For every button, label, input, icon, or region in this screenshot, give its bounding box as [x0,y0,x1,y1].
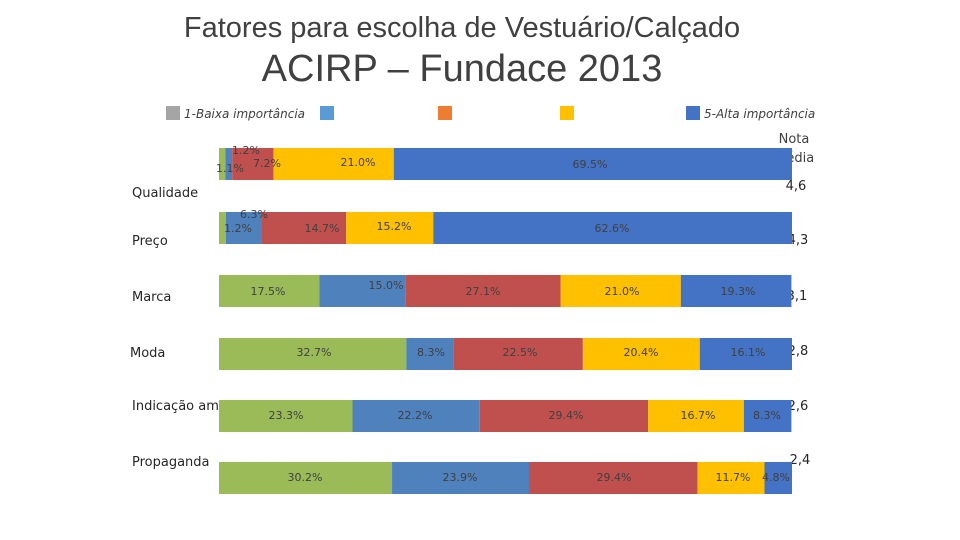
chart-title: Fatores para escolha de Vestuário/Calçad… [183,12,741,44]
category-label: Moda [130,346,165,361]
data-label: 7.2% [253,157,281,170]
data-label: 1.2% [224,222,252,235]
nota-media-value: 2,6 [788,399,809,414]
bar-segment [219,148,226,180]
nota-media-value: 2,8 [788,344,809,359]
category-label: Preço [132,234,168,249]
bar-segment [232,148,274,180]
bar-segment [219,275,320,307]
data-label: 1.2% [232,144,260,157]
bar-segment [219,338,407,370]
data-label: 17.5% [251,285,286,298]
bar-segment [764,462,792,494]
data-label: 19.3% [721,285,756,298]
legend-swatch [166,106,180,120]
bar-segment [697,462,765,494]
bar-segment [560,275,681,307]
bar-segment [392,462,529,494]
data-label: 16.7% [681,409,716,422]
data-label: 8.3% [753,409,781,422]
data-label: 29.4% [549,409,584,422]
legend-swatch [560,106,574,120]
bar-segment [219,400,353,432]
chart-subtitle: ACIRP – Fundace 2013 [261,48,663,90]
bar-segment [346,212,434,244]
bar-segment [406,338,454,370]
data-label: 20.4% [624,346,659,359]
legend-swatch [320,106,334,120]
bar-segment [433,212,792,244]
data-label: 27.1% [466,285,501,298]
data-label: 69.5% [573,158,608,171]
bar-segment [743,400,792,432]
data-label: 32.7% [297,346,332,359]
bar-segment [261,212,347,244]
category-label: Qualidade [132,186,198,201]
data-label: 8.3% [417,346,445,359]
data-label: 4.8% [762,471,790,484]
nota-media-header: Nota [779,132,810,147]
legend-label: 1-Baixa importância [184,107,305,121]
legend-label: 5-Alta importância [704,107,815,121]
category-label: Marca [132,290,171,305]
bar-segment [528,462,698,494]
nota-media-value: 3,1 [787,289,808,304]
data-label: 15.0% [369,279,404,292]
bar-segment [273,148,394,180]
nota-media-value: 4,6 [786,179,807,194]
data-label: 29.4% [597,471,632,484]
category-label: Indicação amigo [132,399,239,414]
nota-media-value: 4,3 [788,233,809,248]
data-label: 22.2% [398,409,433,422]
data-label: 6.3% [240,208,268,221]
bar-segment [225,148,233,180]
data-label: 22.5% [503,346,538,359]
legend-swatch [686,106,700,120]
nota-media-value: 2,4 [790,453,811,468]
bar-segment [680,275,792,307]
data-label: 23.9% [443,471,478,484]
category-label: Propaganda [132,455,210,470]
bar-segment [219,462,393,494]
data-label: 11.7% [716,471,751,484]
bar-segment [453,338,583,370]
bar-segment [352,400,480,432]
bar-segment [648,400,744,432]
data-label: 14.7% [305,222,340,235]
bar-segment [319,275,406,307]
data-label: 62.6% [595,222,630,235]
data-label: 15.2% [377,220,412,233]
data-label: 21.0% [605,285,640,298]
bar-segment [393,148,792,180]
data-label: 30.2% [288,471,323,484]
bar-segment [219,212,226,244]
legend-swatch [438,106,452,120]
data-label: 1.1% [216,162,244,175]
data-label: 21.0% [341,156,376,169]
bar-segment [699,338,792,370]
data-label: 16.1% [731,346,766,359]
bar-segment [582,338,700,370]
bar-segment [405,275,561,307]
bar-segment [225,212,262,244]
bar-segment [479,400,649,432]
data-label: 23.3% [269,409,304,422]
